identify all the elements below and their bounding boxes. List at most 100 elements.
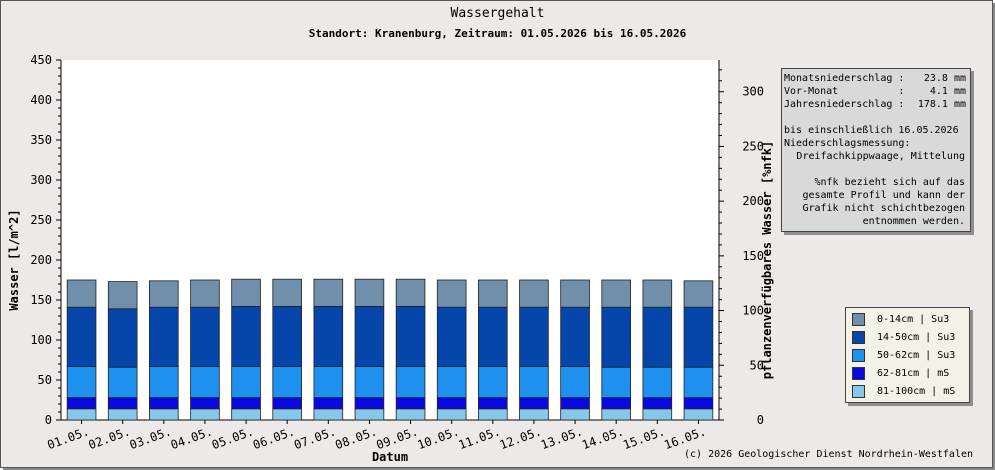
y2-axis-label: pflanzenverfügbares Wasser [%nfk]	[760, 141, 774, 379]
x-tick-label: 11.05.	[457, 424, 503, 452]
bar-segment	[313, 278, 344, 307]
bar-segment	[354, 397, 385, 410]
bar-segment	[149, 280, 179, 308]
bar-segment	[313, 408, 344, 421]
bar-segment	[107, 366, 138, 399]
bar-segment	[272, 408, 302, 421]
bar-segment	[231, 397, 261, 410]
bar-segment	[642, 397, 673, 410]
bar-segment	[107, 397, 138, 410]
y-tick-label: 350	[30, 133, 52, 147]
chart-subtitle: Standort: Kranenburg, Zeitraum: 01.05.20…	[308, 27, 687, 40]
legend-swatch	[852, 312, 865, 326]
bar-segment	[601, 408, 631, 421]
chart-title: Wassergehalt	[450, 6, 545, 21]
measurement-label: Niederschlagsmessung:	[784, 138, 911, 149]
bar-segment	[436, 397, 467, 410]
bar-segment	[642, 366, 673, 399]
bar-segment	[107, 308, 138, 368]
legend-item: 81-100cm | mS	[852, 384, 955, 398]
nfk-note-line-2: gesamte Profil und kann der	[802, 190, 965, 201]
bar-segment	[272, 365, 302, 398]
bar-segment	[231, 278, 261, 307]
bar-segment	[642, 306, 673, 368]
bar-segment	[231, 408, 261, 421]
bar-segment	[519, 408, 549, 421]
monthly-precip-row: Monatsniederschlag : 23.8 mm	[784, 73, 966, 85]
bar-segment	[272, 397, 302, 410]
bar-segment	[683, 306, 714, 368]
bar-segment	[395, 408, 426, 421]
bar-segment	[66, 408, 97, 421]
bar-segment	[354, 305, 385, 367]
nfk-note-line-1: %nfk bezieht sich auf das	[814, 177, 965, 188]
y2-tick-label: 300	[742, 85, 764, 99]
bar-segment	[190, 279, 220, 308]
bar-segment	[601, 366, 631, 399]
y-tick-label: 50	[38, 373, 52, 387]
x-tick-label: 03.05.	[128, 424, 174, 452]
bar-segment	[149, 306, 179, 367]
x-tick-label: 07.05.	[292, 424, 338, 452]
x-tick-label: 12.05.	[498, 424, 544, 452]
x-axis-label: Datum	[372, 450, 408, 464]
bar-segment	[66, 365, 97, 398]
y-tick-label: 400	[30, 93, 52, 107]
bar-segment	[313, 365, 344, 398]
bar-segment	[683, 397, 714, 410]
legend-swatch	[852, 348, 865, 362]
bar-segment	[272, 305, 302, 367]
bar-segment	[642, 408, 673, 421]
bar-segment	[436, 365, 467, 398]
x-tick-label: 10.05.	[416, 424, 462, 452]
bar-segment	[478, 397, 508, 410]
bar-segment	[436, 408, 467, 421]
bar-segment	[560, 279, 590, 308]
y-tick-label: 250	[30, 213, 52, 227]
bar-segment	[560, 408, 590, 421]
bar-segment	[395, 278, 426, 307]
x-tick-label: 09.05.	[374, 424, 420, 452]
y2-tick-label: 100	[742, 304, 764, 318]
bar-segment	[66, 306, 97, 367]
bar-segment	[436, 306, 467, 367]
precipitation-info-box: Monatsniederschlag : 23.8 mm Vor-Monat : 4…	[781, 68, 971, 232]
y-tick-label: 100	[30, 333, 52, 347]
legend-item: 14-50cm | Su3	[852, 330, 955, 344]
bar-segment	[478, 279, 508, 308]
bar-segment	[149, 397, 179, 410]
bar-segment	[478, 408, 508, 421]
bar-segment	[519, 279, 549, 308]
copyright-text: (c) 2026 Geologischer Dienst Nordrhein-W…	[684, 449, 973, 460]
yearly-precip-row: Jahresniederschlag : 178.1 mm	[784, 99, 966, 111]
yearly-precip-value: 178.1 mm	[917, 99, 966, 110]
y-tick-label: 450	[30, 53, 52, 67]
legend-item: 0-14cm | Su3	[852, 312, 949, 326]
yearly-precip-label: Jahresniederschlag :	[784, 99, 905, 110]
legend-item: 50-62cm | Su3	[852, 348, 955, 362]
bar-segment	[313, 305, 344, 367]
bar-segment	[601, 306, 631, 368]
x-tick-label: 14.05.	[580, 424, 626, 452]
bar-segment	[683, 366, 714, 399]
bar-segment	[107, 408, 138, 421]
bar-segment	[683, 280, 714, 308]
x-tick-label: 15.05.	[621, 424, 667, 452]
bar-segment	[683, 408, 714, 421]
x-tick-label: 06.05.	[251, 424, 297, 452]
bar-segment	[66, 279, 97, 308]
bar-segment	[190, 365, 220, 398]
legend-swatch	[852, 384, 865, 398]
bar-segment	[478, 306, 508, 367]
x-tick-label: 01.05.	[45, 424, 91, 452]
bar-segment	[354, 278, 385, 307]
bar-segment	[190, 306, 220, 367]
bar-segment	[560, 306, 590, 367]
bar-segment	[149, 408, 179, 421]
legend-label: 0-14cm | Su3	[877, 313, 950, 325]
legend-item: 62-81cm | mS	[852, 366, 949, 380]
y2-tick-label: 250	[742, 139, 764, 153]
measurement-method: Dreifachkippwaage, Mittelung	[796, 151, 965, 162]
previous-month-row: Vor-Monat : 4.1 mm	[784, 86, 966, 98]
x-tick-label: 02.05.	[87, 424, 133, 452]
